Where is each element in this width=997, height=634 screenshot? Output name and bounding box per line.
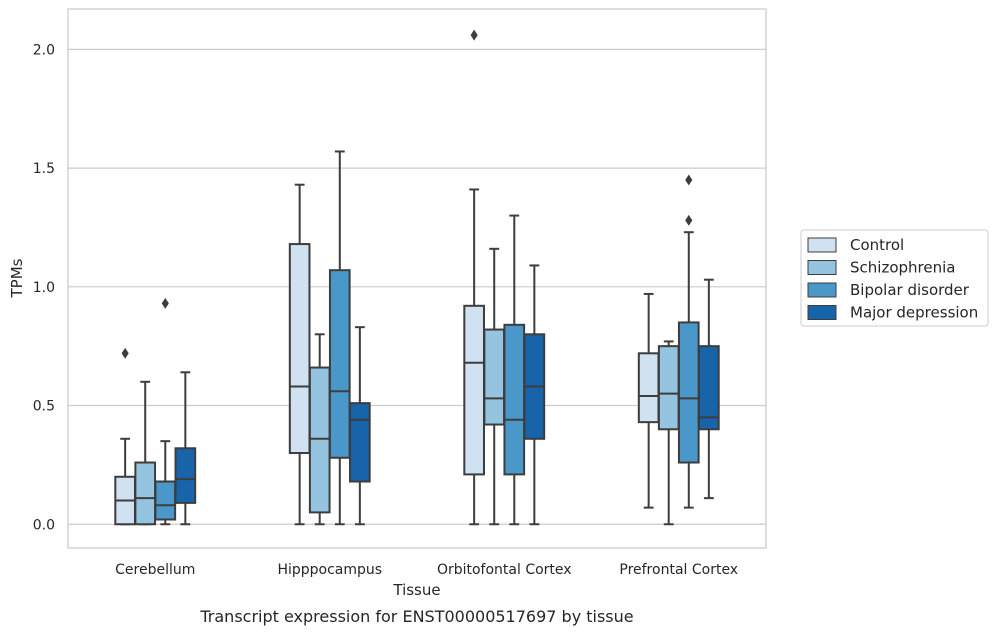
legend-label: Control xyxy=(850,236,904,254)
legend-items: Control Schizophrenia Bipolar disorder Majo… xyxy=(807,236,978,322)
box xyxy=(134,380,157,526)
y-tick-label: 2.0 xyxy=(33,42,55,58)
legend-swatch xyxy=(807,260,837,275)
box-iqr xyxy=(637,352,660,424)
box xyxy=(637,292,660,509)
x-tick-label: Orbitofontal Cortex xyxy=(437,562,572,578)
box xyxy=(349,326,371,526)
grid-lines xyxy=(68,48,766,525)
box-iqr xyxy=(463,304,485,476)
plot-area-frame xyxy=(67,8,767,549)
y-tick-label: 1.5 xyxy=(33,161,55,177)
x-tick-label: Prefrontal Cortex xyxy=(619,562,738,578)
x-axis-ticks: Cerebellum Hipppocampus Orbitofontal Corte… xyxy=(115,562,738,578)
box-iqr xyxy=(154,480,177,521)
box-iqr xyxy=(677,321,700,464)
box-iqr xyxy=(657,345,680,431)
box-iqr xyxy=(328,269,351,459)
box xyxy=(328,150,351,526)
legend-swatch xyxy=(807,237,837,253)
y-axis-ticks: 0.0 0.5 1.0 1.5 2.0 xyxy=(33,42,55,533)
legend-swatch xyxy=(807,305,837,320)
legend-label: Bipolar disorder xyxy=(850,281,970,299)
box xyxy=(503,214,526,526)
box-iqr xyxy=(503,323,526,476)
legend-label: Schizophrenia xyxy=(850,259,955,277)
box xyxy=(463,29,485,526)
legend-frame xyxy=(800,229,989,327)
box xyxy=(657,340,680,526)
y-tick-label: 1.0 xyxy=(33,280,55,296)
box-series-layer xyxy=(114,29,720,526)
series-schizophrenia xyxy=(134,247,680,526)
box xyxy=(698,278,720,500)
outlier-point xyxy=(121,347,129,359)
legend-swatch xyxy=(807,282,837,298)
outlier-point xyxy=(470,29,478,41)
box-iqr xyxy=(698,345,720,431)
box xyxy=(523,264,546,526)
box xyxy=(154,297,177,526)
box xyxy=(677,174,700,509)
box xyxy=(308,333,331,526)
x-tick-label: Cerebellum xyxy=(115,562,195,578)
x-tick-label: Hipppocampus xyxy=(277,562,382,578)
series-bipolar-disorder xyxy=(154,150,700,526)
box-iqr xyxy=(174,447,197,504)
outlier-point xyxy=(685,174,693,186)
box-iqr xyxy=(134,461,157,526)
box-iqr xyxy=(483,328,506,426)
legend-label: Major depression xyxy=(850,304,978,322)
box-iqr xyxy=(288,243,311,455)
box-iqr xyxy=(349,402,371,483)
box xyxy=(288,183,311,526)
box xyxy=(174,371,197,526)
series-major-depression xyxy=(174,264,720,526)
outlier-point xyxy=(685,214,693,226)
chart-caption: Transcript expression for ENST0000051769… xyxy=(199,607,633,626)
box-iqr xyxy=(308,366,331,514)
y-tick-label: 0.0 xyxy=(33,517,55,533)
x-axis-title: Tissue xyxy=(392,581,440,599)
outlier-point xyxy=(161,297,169,309)
y-axis-title: TPMs xyxy=(8,258,26,298)
box xyxy=(483,247,506,526)
series-control xyxy=(114,29,660,526)
legend: Control Schizophrenia Bipolar disorder Majo… xyxy=(800,229,989,327)
box xyxy=(114,347,136,526)
y-tick-label: 0.5 xyxy=(33,399,55,415)
